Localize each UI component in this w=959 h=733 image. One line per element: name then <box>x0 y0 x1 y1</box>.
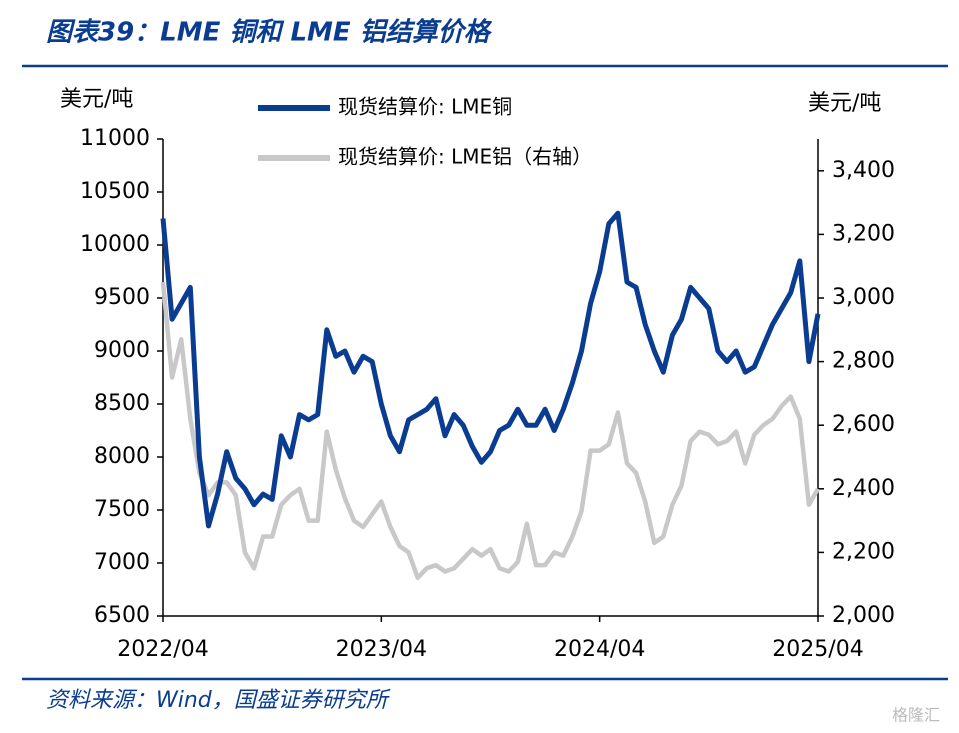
x-tick-label: 2023/04 <box>336 637 427 662</box>
y2-tick-label: 2,600 <box>832 412 895 437</box>
y-tick-label: 11000 <box>80 126 150 151</box>
x-tick-label: 2024/04 <box>554 637 645 662</box>
legend-label: 现货结算价: LME铝（右轴） <box>338 145 592 169</box>
legend-label: 现货结算价: LME铜 <box>338 95 512 119</box>
x-tick-label: 2025/04 <box>772 637 863 662</box>
chart-title: 图表39：LME 铜和 LME 铝结算价格 <box>46 18 493 48</box>
y2-axis-label: 美元/吨 <box>808 91 881 116</box>
y-tick-label: 7000 <box>94 550 150 575</box>
watermark: 格隆汇 <box>892 706 940 725</box>
y-tick-label: 10000 <box>80 232 150 257</box>
y-tick-label: 8000 <box>94 444 150 469</box>
y-tick-label: 8500 <box>94 391 150 416</box>
series-line <box>160 210 821 529</box>
y2-tick-label: 2,000 <box>832 603 895 628</box>
y2-tick-label: 2,800 <box>832 349 895 374</box>
y-tick-label: 10500 <box>80 179 150 204</box>
y-tick-label: 9000 <box>94 338 150 363</box>
y2-tick-label: 3,400 <box>832 158 895 183</box>
y2-tick-label: 2,400 <box>832 476 895 501</box>
y2-tick-label: 2,200 <box>832 539 895 564</box>
y-tick-label: 9500 <box>94 285 150 310</box>
source-note: 资料来源：Wind，国盛证券研究所 <box>46 688 391 713</box>
y-tick-label: 7500 <box>94 497 150 522</box>
series-line <box>160 281 820 581</box>
y2-tick-label: 3,200 <box>832 221 895 246</box>
y2-tick-label: 3,000 <box>832 285 895 310</box>
x-tick-label: 2022/04 <box>117 637 208 662</box>
y-tick-label: 6500 <box>94 603 150 628</box>
y-axis-label: 美元/吨 <box>60 87 133 112</box>
